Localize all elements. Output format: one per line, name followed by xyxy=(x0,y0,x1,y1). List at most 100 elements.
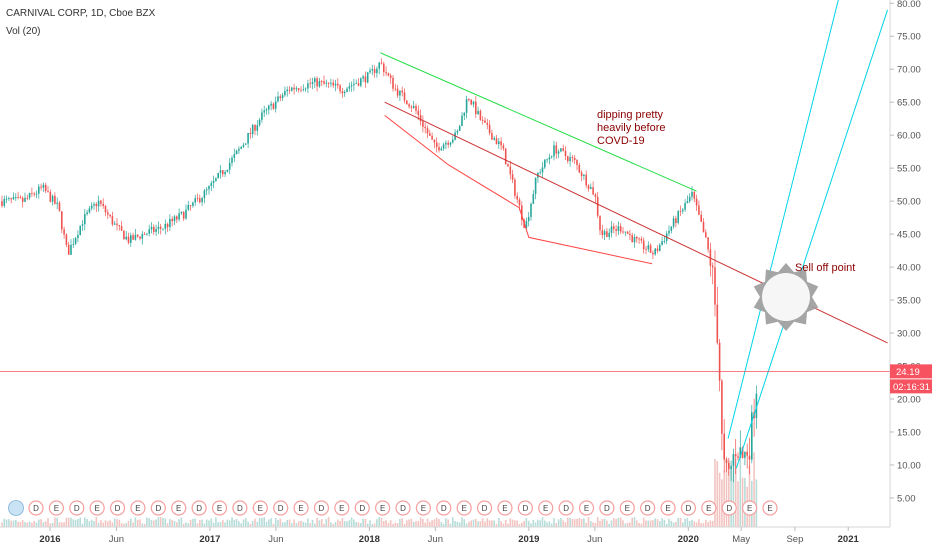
event-marker-label: E xyxy=(298,504,303,513)
volume-bar xyxy=(435,517,438,527)
volume-bar xyxy=(387,522,390,527)
volume-bar xyxy=(647,520,650,527)
candle-body xyxy=(169,218,171,228)
event-cluster-icon xyxy=(8,500,24,516)
candle-body xyxy=(495,138,498,145)
candle-body xyxy=(49,191,52,202)
candle-body xyxy=(631,235,633,243)
volume-bar xyxy=(544,520,546,527)
candle-body xyxy=(557,151,560,154)
y-tick-label: 80.00 xyxy=(897,0,921,10)
volume-bar xyxy=(498,517,500,527)
volume-bar xyxy=(277,520,279,527)
candle-body xyxy=(746,451,748,456)
candle-body xyxy=(741,447,744,458)
volume-bar xyxy=(481,518,484,527)
candle-body xyxy=(24,197,26,202)
candle-body xyxy=(668,230,670,234)
volume-bar xyxy=(392,523,394,527)
volume-bar xyxy=(385,520,387,527)
volume-bar xyxy=(454,521,456,527)
volume-bar xyxy=(228,520,231,527)
event-marker-label: D xyxy=(522,504,528,513)
volume-bar xyxy=(251,521,254,527)
volume-bar xyxy=(327,517,330,527)
candle-body xyxy=(739,447,742,458)
dividend-marker xyxy=(599,500,615,516)
volume-bar xyxy=(461,517,463,527)
candle-body xyxy=(594,194,597,197)
volume-bar xyxy=(240,523,242,527)
volume-bar xyxy=(709,520,712,527)
volume-bar xyxy=(224,522,226,527)
volume-bar xyxy=(199,519,201,527)
volume-bar xyxy=(12,520,15,527)
volume-bar xyxy=(725,458,728,527)
candle-body xyxy=(88,208,91,213)
candle-body xyxy=(649,245,652,253)
candle-body xyxy=(164,223,167,229)
volume-bar xyxy=(380,517,383,527)
countdown-label: 02:16:31 xyxy=(893,382,930,393)
volume-bar xyxy=(270,518,272,527)
volume-bar xyxy=(521,522,523,527)
candle-body xyxy=(583,174,585,176)
candle-body xyxy=(645,249,647,251)
volume-bar xyxy=(631,517,633,527)
candle-body xyxy=(366,72,369,83)
candle-body xyxy=(40,186,42,188)
candle-body xyxy=(640,238,643,241)
volume-bars xyxy=(1,452,758,527)
volume-bar xyxy=(169,519,171,527)
volume-bar xyxy=(281,522,284,527)
candle-body xyxy=(274,101,277,109)
candle-body xyxy=(500,141,502,146)
drawing-layer xyxy=(0,0,890,469)
candle-body xyxy=(539,172,541,174)
candle-body xyxy=(240,146,242,149)
event-marker-label: D xyxy=(196,504,202,513)
candle-body xyxy=(300,89,302,91)
volume-bar xyxy=(670,520,673,527)
gear-icon xyxy=(753,263,819,331)
event-marker-label: D xyxy=(155,504,161,513)
x-tick-label: 2018 xyxy=(359,534,380,545)
volume-bar xyxy=(714,458,716,527)
volume-bar xyxy=(592,522,594,527)
candle-body xyxy=(61,211,63,230)
candle-body xyxy=(463,112,466,116)
volume-bar xyxy=(164,518,167,527)
volume-bar xyxy=(341,518,344,527)
volume-bar xyxy=(155,519,157,527)
volume-bar xyxy=(619,517,622,527)
volume-bar xyxy=(1,522,3,527)
volume-bar xyxy=(205,519,208,527)
volume-bar xyxy=(472,519,475,527)
dividend-marker xyxy=(680,500,697,516)
candle-body xyxy=(477,110,479,115)
candle-body xyxy=(587,185,590,189)
candle-body xyxy=(642,240,645,250)
volume-bar xyxy=(314,523,316,527)
volume-bar xyxy=(518,523,521,527)
candle-body xyxy=(74,238,77,244)
candle-body xyxy=(468,99,470,100)
candle-body xyxy=(433,139,436,143)
volume-bar xyxy=(215,517,217,527)
candle-body xyxy=(419,115,422,122)
candle-body xyxy=(373,69,376,74)
volume-bar xyxy=(111,522,114,527)
volume-bar xyxy=(185,522,187,527)
volume-bar xyxy=(364,518,367,527)
volume-bar xyxy=(376,519,378,527)
candle-body xyxy=(488,124,491,134)
volume-bar xyxy=(357,522,360,527)
candle-body xyxy=(677,211,679,223)
candle-body xyxy=(691,191,693,197)
volume-bar xyxy=(132,522,134,527)
candle-body xyxy=(624,231,627,233)
event-marker-label: D xyxy=(33,504,39,513)
candle-body xyxy=(182,211,185,219)
candle-body xyxy=(38,186,40,194)
